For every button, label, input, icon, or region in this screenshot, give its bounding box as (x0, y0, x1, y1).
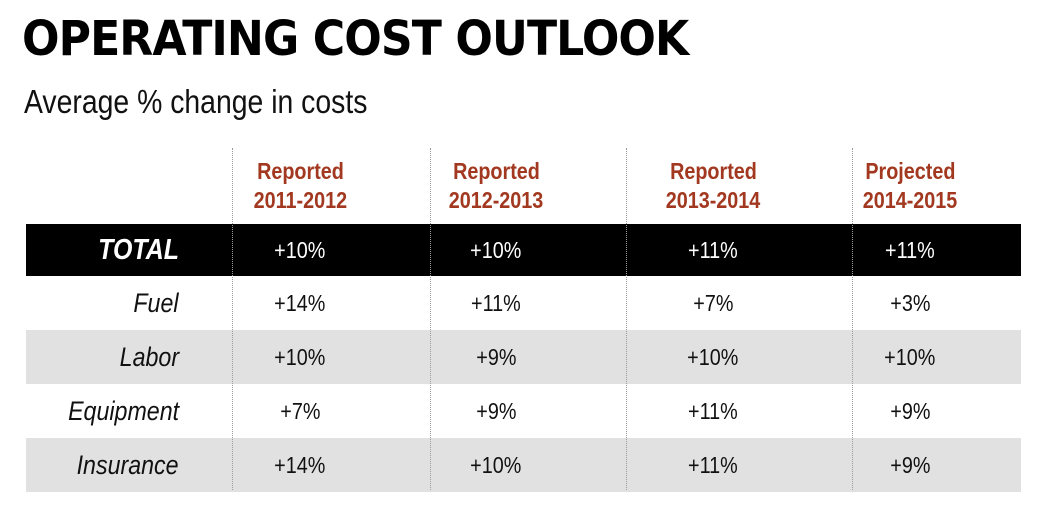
column-header-line2: 2011-2012 (253, 187, 347, 213)
table-cell: +14% (205, 276, 395, 330)
cell-value: +9% (889, 451, 931, 478)
column-header-line2: 2014-2015 (862, 187, 958, 213)
row-label: TOTAL (26, 224, 179, 276)
column-header-2014-2015: Projected 2014-2015 (815, 148, 1005, 224)
cell-value: +10% (274, 236, 326, 263)
column-header-2011-2012: Reported 2011-2012 (205, 148, 395, 224)
table-cell: +9% (815, 438, 1005, 492)
cell-value: +10% (274, 343, 326, 370)
column-header-2013-2014: Reported 2013-2014 (618, 148, 808, 224)
table-header-row: Reported 2011-2012 Reported 2012-2013 Re… (26, 148, 1021, 224)
table-cell: +11% (815, 224, 1005, 276)
cell-value: +11% (688, 451, 738, 478)
cell-value: +10% (470, 451, 522, 478)
row-label: Labor (26, 330, 179, 384)
column-header-2012-2013: Reported 2012-2013 (401, 148, 591, 224)
cell-value: +11% (688, 236, 738, 263)
row-label-text: Insurance (77, 449, 179, 480)
table-cell: +7% (618, 276, 808, 330)
cell-value: +9% (475, 397, 517, 424)
cell-value: +10% (884, 343, 936, 370)
chart-title: OPERATING COST OUTLOOK (22, 11, 689, 67)
cell-value: +7% (279, 397, 321, 424)
table-row-insurance: Insurance +14% +10% +11% +9% (26, 438, 1021, 492)
table-cell: +9% (401, 330, 591, 384)
cost-table: Reported 2011-2012 Reported 2012-2013 Re… (26, 148, 1021, 492)
table-cell: +11% (618, 384, 808, 438)
table-cell: +10% (205, 224, 395, 276)
table-cell: +10% (401, 438, 591, 492)
cell-value: +14% (274, 451, 326, 478)
cell-value: +3% (889, 289, 931, 316)
table-cell: +10% (618, 330, 808, 384)
row-label-text: Equipment (67, 395, 179, 426)
table-cell: +14% (205, 438, 395, 492)
column-divider (232, 148, 233, 490)
column-header-line2: 2013-2014 (665, 187, 761, 213)
cell-value: +7% (692, 289, 734, 316)
table-row-equipment: Equipment +7% +9% +11% +9% (26, 384, 1021, 438)
table-cell: +10% (401, 224, 591, 276)
cell-value: +11% (471, 289, 521, 316)
cell-value: +9% (475, 343, 517, 370)
table-row-total: TOTAL +10% +10% +11% +11% (26, 224, 1021, 276)
cell-value: +14% (274, 289, 326, 316)
table-cell: +3% (815, 276, 1005, 330)
table-row-fuel: Fuel +14% +11% +7% +3% (26, 276, 1021, 330)
row-label: Fuel (26, 276, 179, 330)
table-cell: +11% (618, 224, 808, 276)
column-divider (430, 148, 431, 490)
table-cell: +10% (205, 330, 395, 384)
row-label-text: TOTAL (98, 233, 179, 266)
table-cell: +11% (401, 276, 591, 330)
column-divider (626, 148, 627, 490)
chart-subtitle: Average % change in costs (24, 83, 368, 120)
table-cell: +10% (815, 330, 1005, 384)
row-label-text: Fuel (133, 287, 179, 318)
cell-value: +9% (889, 397, 931, 424)
table-cell: +9% (815, 384, 1005, 438)
column-header-line1: Reported (256, 158, 344, 184)
table-cell: +7% (205, 384, 395, 438)
column-divider (852, 148, 853, 490)
table-cell: +11% (618, 438, 808, 492)
column-header-line1: Reported (669, 158, 757, 184)
row-label: Insurance (26, 438, 179, 492)
row-label: Equipment (26, 384, 179, 438)
table-cell: +9% (401, 384, 591, 438)
column-header-line1: Reported (452, 158, 540, 184)
table-row-labor: Labor +10% +9% +10% +10% (26, 330, 1021, 384)
column-header-line1: Projected (864, 158, 956, 184)
row-label-text: Labor (119, 341, 179, 372)
cell-value: +10% (687, 343, 739, 370)
column-header-line2: 2012-2013 (448, 187, 544, 213)
cell-value: +10% (470, 236, 522, 263)
cell-value: +11% (885, 236, 935, 263)
cell-value: +11% (688, 397, 738, 424)
